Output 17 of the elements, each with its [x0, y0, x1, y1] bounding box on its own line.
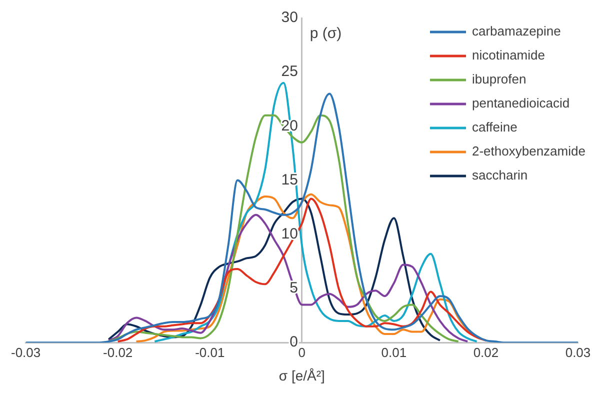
x-axis-title: σ [e/Å²] — [278, 367, 325, 384]
x-tick-label: -0.02 — [103, 344, 133, 360]
x-tick-label: 0.03 — [565, 344, 591, 360]
y-axis-title: p (σ) — [310, 25, 342, 42]
x-tick-label: 0.01 — [381, 344, 407, 360]
legend-label: carbamazepine — [472, 24, 561, 39]
legend-label: pentanedioicacid — [472, 96, 570, 111]
y-tick-label: 30 — [281, 9, 298, 26]
legend-label: caffeine — [472, 120, 518, 135]
x-tick-label: 0.02 — [473, 344, 499, 360]
x-tick-label: -0.01 — [195, 344, 225, 360]
legend-label: saccharin — [472, 168, 528, 183]
legend-label: ibuprofen — [472, 72, 526, 87]
y-tick-label: 25 — [281, 63, 298, 80]
legend-label: nicotinamide — [472, 48, 545, 63]
x-tick-label: -0.03 — [10, 344, 41, 360]
legend-label: 2-ethoxybenzamide — [472, 144, 586, 159]
